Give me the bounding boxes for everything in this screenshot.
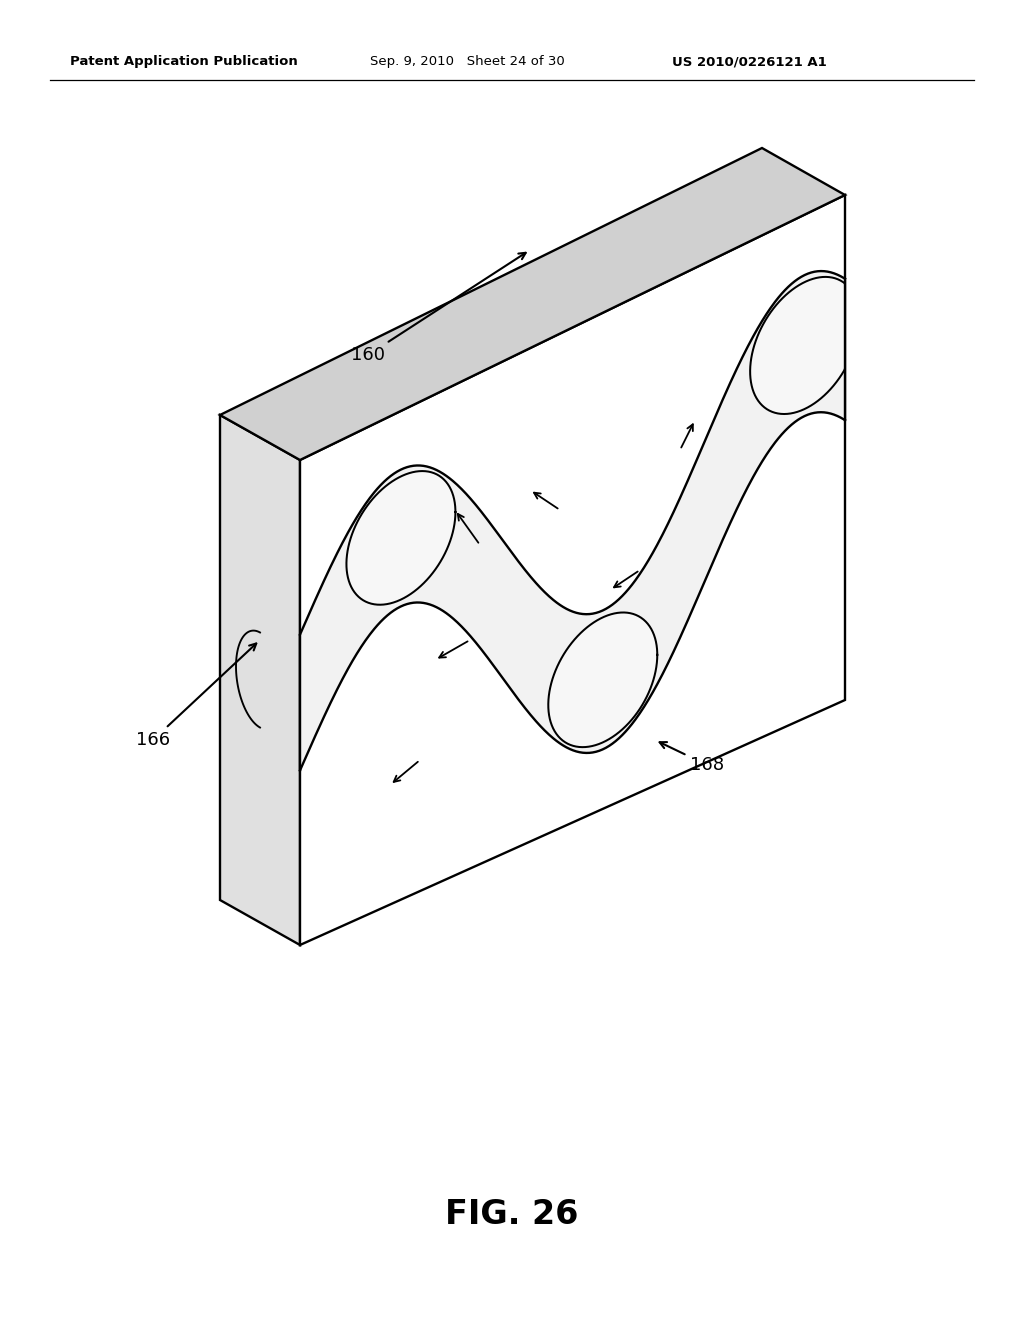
Polygon shape	[548, 612, 657, 747]
Polygon shape	[300, 271, 845, 771]
Polygon shape	[300, 195, 845, 945]
Polygon shape	[346, 471, 456, 605]
Text: Sep. 9, 2010   Sheet 24 of 30: Sep. 9, 2010 Sheet 24 of 30	[370, 55, 565, 69]
Text: FIG. 26: FIG. 26	[445, 1199, 579, 1232]
Text: US 2010/0226121 A1: US 2010/0226121 A1	[672, 55, 826, 69]
Text: 166: 166	[136, 643, 256, 748]
Polygon shape	[751, 277, 845, 414]
Polygon shape	[220, 148, 845, 459]
Text: 168: 168	[659, 742, 724, 774]
Text: Patent Application Publication: Patent Application Publication	[70, 55, 298, 69]
Text: 160: 160	[351, 252, 525, 364]
Polygon shape	[220, 414, 300, 945]
